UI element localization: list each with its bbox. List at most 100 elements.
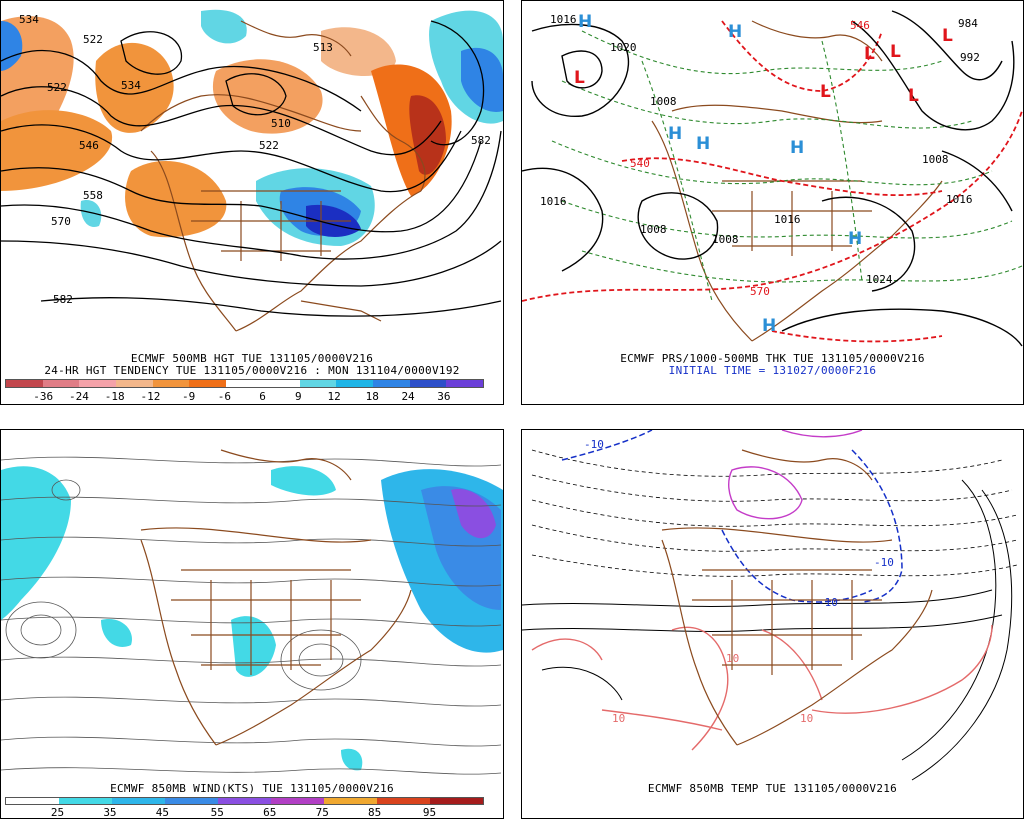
scale-swatch	[377, 798, 430, 804]
panel-500mb-height: 534 522 534 522 546 558 570 582 510 522 …	[0, 0, 504, 405]
thickness-label: 570	[750, 285, 770, 298]
contour-label: 558	[83, 189, 103, 202]
wind-scale-labels: 25 35 45 55 65 75 85 95	[5, 806, 482, 818]
scale-swatch	[446, 380, 483, 387]
scale-swatch	[42, 380, 80, 387]
scale-swatch	[336, 380, 373, 387]
scale-label: 85	[368, 806, 382, 819]
thickness-540-580	[522, 20, 1023, 343]
coastlines	[651, 20, 943, 342]
scale-label: 9	[295, 390, 302, 403]
thickness-label: 546	[850, 19, 870, 32]
low-pressure-marker: L	[908, 86, 919, 106]
scale-label: 25	[50, 806, 65, 819]
contour-label: 582	[471, 134, 491, 147]
thickness-label: 540	[630, 157, 650, 170]
map-500mb-height: 534 522 534 522 546 558 570 582 510 522 …	[1, 9, 503, 332]
high-pressure-marker: H	[668, 124, 682, 144]
isobar-label: 1008	[650, 95, 677, 108]
temp-minus30	[728, 430, 863, 520]
panel-pressure-thickness: 1016 1020 1008 1016 1016 1008 1008 1024 …	[521, 0, 1024, 405]
panel-caption: ECMWF 500MB HGT TUE 131105/0000V216	[130, 352, 374, 365]
temp-freezing-line	[561, 430, 903, 603]
isobars	[522, 10, 1023, 347]
scale-swatch	[152, 380, 190, 387]
scale-swatch	[6, 798, 59, 804]
map-850mb-wind	[1, 449, 503, 775]
scale-swatch	[324, 798, 377, 804]
isobar-label: 1008	[922, 153, 949, 166]
isobar-label: 1024	[866, 273, 893, 286]
temp-warm-contours	[531, 624, 993, 751]
tendency-color-scale	[5, 379, 484, 388]
scale-label: 65	[263, 806, 277, 819]
scale-label: -6	[217, 390, 232, 403]
tendency-scale-labels: -36 -24 -18 -12 -9 -6 6 9 12 18 24 36	[5, 390, 482, 403]
temp-label: -10	[874, 556, 894, 569]
temp-labels: -10 -10 -10 10 10 10	[584, 438, 894, 725]
low-pressure-marker: L	[890, 42, 901, 62]
panel-caption: ECMWF PRS/1000-500MB THK TUE 131105/0000…	[620, 352, 925, 365]
scale-label: -12	[140, 390, 161, 403]
scale-swatch	[409, 380, 447, 387]
low-pressure-marker: L	[820, 82, 831, 102]
isobar-label: 1016	[774, 213, 801, 226]
map-850mb-temp: -10 -10 -10 10 10 10	[522, 430, 1018, 781]
panel-850mb-wind: ECMWF 850MB WIND(KTS) TUE 131105/0000V21…	[0, 429, 504, 819]
isobar-label: 1008	[640, 223, 667, 236]
scale-swatch	[112, 798, 165, 804]
scale-label: -9	[182, 390, 196, 403]
contour-label: 582	[53, 293, 73, 306]
scale-swatch	[372, 380, 410, 387]
scale-swatch	[116, 380, 153, 387]
low-centers: L L L L L L	[574, 26, 953, 106]
scale-swatch	[430, 798, 483, 804]
initial-time-caption: INITIAL TIME = 131027/0000F216	[668, 364, 877, 377]
temp-label: -10	[584, 438, 604, 451]
high-centers: H H H H H H H	[578, 12, 862, 336]
isobar-label: 1020	[610, 41, 637, 54]
coastlines	[140, 449, 412, 746]
scale-swatch	[271, 798, 324, 804]
contour-label: 522	[83, 33, 103, 46]
contour-label: 534	[19, 13, 39, 26]
scale-label: 12	[327, 390, 341, 403]
contour-labels: 534 522 534 522 546 558 570 582 510 522 …	[19, 13, 491, 306]
high-pressure-marker: H	[790, 138, 804, 158]
scale-label: -18	[104, 390, 125, 403]
temp-label: 10	[612, 712, 625, 725]
scale-swatch	[226, 380, 263, 387]
height-contours	[1, 20, 502, 317]
scale-label: 18	[365, 390, 379, 403]
map-pressure-thickness: 1016 1020 1008 1016 1016 1008 1008 1024 …	[522, 10, 1023, 347]
isobar-label: 1016	[550, 13, 577, 26]
high-pressure-marker: H	[762, 316, 776, 336]
isobar-label: 984	[958, 17, 978, 30]
tendency-shading	[1, 9, 503, 246]
thickness-contours	[551, 30, 1023, 302]
temp-label: 10	[726, 652, 739, 665]
scale-label: 95	[422, 806, 437, 819]
scale-label: 6	[259, 390, 266, 403]
low-pressure-marker: L	[942, 26, 953, 46]
temp-contours-cold	[531, 449, 1018, 577]
high-pressure-marker: H	[848, 229, 862, 249]
low-pressure-marker: L	[864, 44, 875, 64]
isobar-label: 1008	[712, 233, 739, 246]
contour-label: 522	[47, 81, 67, 94]
scale-label: 55	[210, 806, 224, 819]
contour-label: 522	[259, 139, 279, 152]
scale-swatch	[59, 798, 112, 804]
scale-swatch	[299, 380, 337, 387]
isobar-label: 1016	[540, 195, 567, 208]
isobar-label: 992	[960, 51, 980, 64]
scale-swatch	[218, 798, 271, 804]
wind-color-scale	[5, 797, 484, 805]
high-pressure-marker: H	[578, 12, 592, 32]
contour-label: 510	[271, 117, 291, 130]
panel-caption-tendency: 24-HR HGT TENDENCY TUE 131105/0000V216 :…	[44, 364, 460, 377]
isobar-label: 1016	[946, 193, 973, 206]
scale-label: -24	[68, 390, 89, 403]
scale-label: -36	[33, 390, 54, 403]
scale-label: 45	[155, 806, 170, 819]
